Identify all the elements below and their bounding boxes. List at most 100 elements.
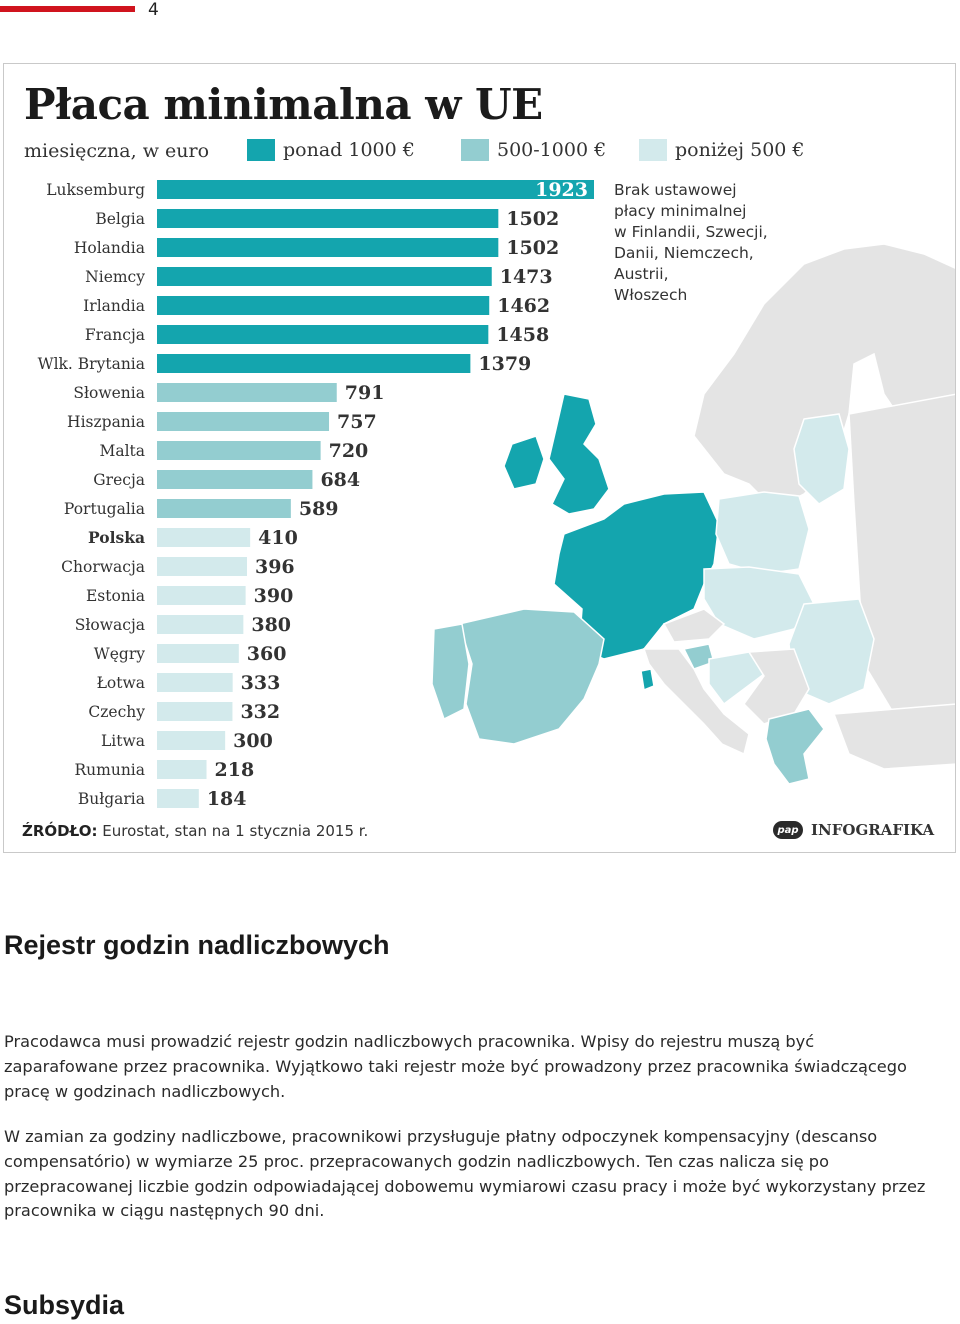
map-greece <box>765 708 825 785</box>
value-label: 396 <box>255 556 295 578</box>
bar <box>157 354 471 373</box>
value-label: 684 <box>320 469 360 491</box>
category-label: Hiszpania <box>67 413 145 431</box>
legend-item-low: poniżej 500 € <box>639 138 805 162</box>
category-label: Litwa <box>101 732 145 750</box>
category-label: Łotwa <box>97 674 145 692</box>
value-label: 1923 <box>535 179 588 201</box>
value-label: 1379 <box>478 353 531 375</box>
category-label: Estonia <box>86 587 145 605</box>
category-label: Irlandia <box>83 297 145 315</box>
category-label: Słowacja <box>75 616 145 634</box>
note-line: Brak ustawowej <box>614 181 737 199</box>
source-label: ŹRÓDŁO: <box>22 822 98 840</box>
map-austria <box>662 608 726 643</box>
bar <box>157 586 246 605</box>
bar <box>157 238 499 257</box>
category-label: Belgia <box>95 210 145 228</box>
category-label: Węgry <box>94 645 145 663</box>
map-east <box>848 393 955 725</box>
paragraph-line: W zamian za godziny nadliczbowe, pracown… <box>4 1127 878 1146</box>
bar <box>157 702 233 721</box>
map-uk <box>548 393 610 515</box>
bar <box>157 383 337 402</box>
legend-label-low: poniżej 500 € <box>675 139 805 161</box>
minimum-wage-bar-chart: Luksemburg 1923 Belgia 1502 Holandia 1502 Niem… <box>38 179 594 810</box>
page-number: 4 <box>148 0 159 20</box>
value-label: 1462 <box>497 295 550 317</box>
bar <box>157 209 499 228</box>
no-minimum-wage-note: Brak ustawowej płacy minimalnej w Finlan… <box>614 180 784 306</box>
legend-swatch-low <box>639 139 667 161</box>
paragraph-line: Pracodawca musi prowadzić rejestr godzin… <box>4 1032 815 1051</box>
europe-map <box>431 243 955 785</box>
legend-item-high: ponad 1000 € <box>247 138 415 162</box>
bar <box>157 615 244 634</box>
value-label: 333 <box>241 672 281 694</box>
brand-label: INFOGRAFIKA <box>811 821 935 839</box>
category-label: Portugalia <box>64 500 145 518</box>
value-label: 1473 <box>500 266 553 288</box>
bar <box>157 760 207 779</box>
category-label: Francja <box>85 326 145 344</box>
infographic: Płaca minimalna w UE miesięczna, w euro … <box>3 63 956 853</box>
map-spain <box>458 608 605 745</box>
section-heading: Subsydia <box>4 1290 125 1320</box>
map-sardinia <box>640 668 655 692</box>
legend-label-high: ponad 1000 € <box>283 139 415 161</box>
note-line: Austrii, <box>614 265 669 283</box>
bar <box>157 325 489 344</box>
bar <box>157 731 226 750</box>
source-note: ŹRÓDŁO: Eurostat, stan na 1 stycznia 201… <box>22 822 368 840</box>
map-ireland <box>503 435 545 490</box>
value-label: 757 <box>337 411 377 433</box>
bar <box>157 470 313 489</box>
value-label: 1458 <box>496 324 549 346</box>
category-label: Polska <box>88 528 145 547</box>
value-label: 1502 <box>506 237 559 259</box>
section-heading: Rejestr godzin nadliczbowych <box>4 930 390 960</box>
paragraph-line: przepracowanej liczbie godzin odpowiadaj… <box>4 1176 926 1196</box>
value-label: 332 <box>240 701 280 723</box>
bar <box>157 673 233 692</box>
value-label: 300 <box>233 730 273 752</box>
value-label: 1502 <box>506 208 559 230</box>
category-label: Wlk. Brytania <box>38 355 145 373</box>
note-line: Danii, Niemczech, <box>614 244 754 262</box>
legend-swatch-high <box>247 139 275 161</box>
bar <box>157 267 492 286</box>
publisher-badge: pap INFOGRAFIKA <box>773 821 934 839</box>
map-baltics <box>793 413 850 505</box>
paragraph-line: compensatório) w wymiarze 25 proc. przep… <box>4 1151 829 1171</box>
bar <box>157 789 199 808</box>
infographic-title: Płaca minimalna w UE <box>24 80 543 129</box>
category-label: Holandia <box>74 239 145 257</box>
category-label: Bułgaria <box>78 790 145 808</box>
paragraph-line: zaparafowane przez pracownika. Wyjątkowo… <box>4 1056 907 1076</box>
bar <box>157 296 490 315</box>
source-text: Eurostat, stan na 1 stycznia 2015 r. <box>97 822 369 840</box>
category-label: Czechy <box>88 703 145 721</box>
category-label: Słowenia <box>73 384 145 402</box>
category-label: Malta <box>99 442 145 460</box>
map-portugal <box>431 623 470 721</box>
bar <box>157 557 247 576</box>
category-label: Rumunia <box>74 761 145 779</box>
note-line: w Finlandii, Szwecji, <box>614 223 768 241</box>
legend-item-mid: 500-1000 € <box>461 138 606 162</box>
map-turkey <box>832 703 955 770</box>
paragraph-line: pracę w godzinach nadliczbowych. <box>4 1081 286 1101</box>
value-label: 360 <box>247 643 287 665</box>
value-label: 218 <box>215 759 255 781</box>
category-label: Grecja <box>93 471 145 489</box>
value-label: 720 <box>329 440 369 462</box>
page-accent-bar <box>0 6 135 12</box>
bar <box>157 180 594 199</box>
bar <box>157 499 291 518</box>
paragraph: Pracodawca musi prowadzić rejestr godzin… <box>4 1030 956 1104</box>
legend-swatch-mid <box>461 139 489 161</box>
bar <box>157 441 321 460</box>
pap-logo: pap <box>773 821 803 839</box>
category-label: Niemcy <box>85 268 145 286</box>
paragraph: W zamian za godziny nadliczbowe, pracown… <box>4 1125 956 1224</box>
